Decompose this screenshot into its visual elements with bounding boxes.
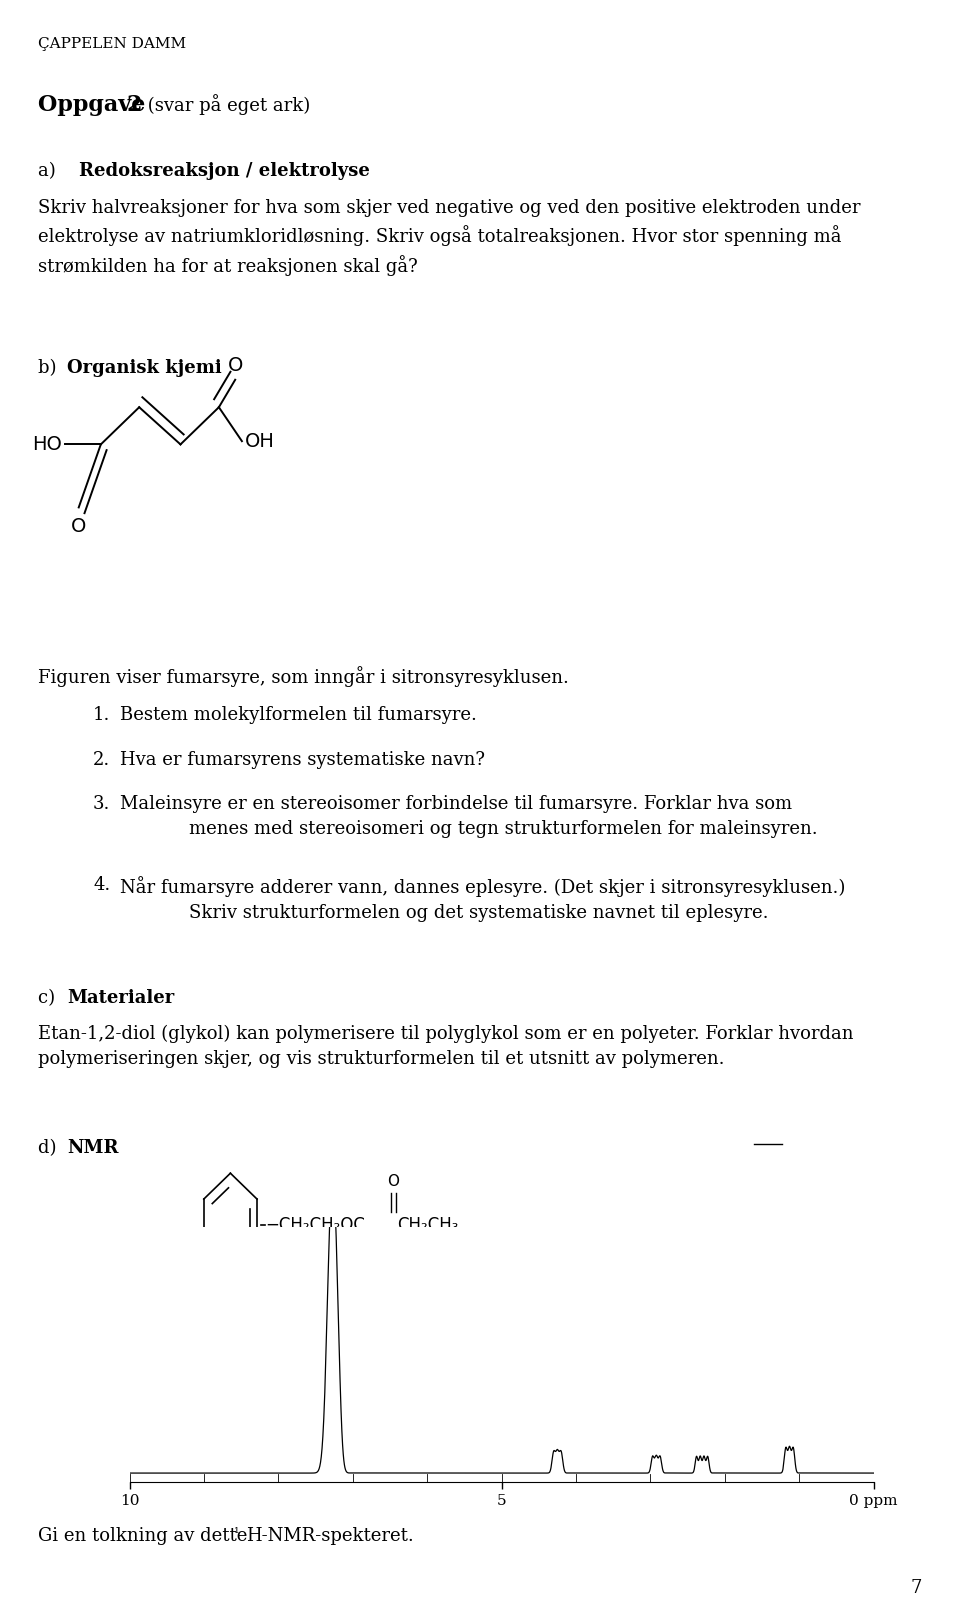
- Text: 2: 2: [127, 94, 142, 116]
- Text: Organisk kjemi: Organisk kjemi: [67, 359, 222, 377]
- Text: Bestem molekylformelen til fumarsyre.: Bestem molekylformelen til fumarsyre.: [120, 706, 477, 724]
- Text: 2.: 2.: [93, 751, 110, 769]
- Text: ¹: ¹: [234, 1527, 240, 1542]
- Text: Oppgave: Oppgave: [38, 94, 154, 116]
- Text: Skriv halvreaksjoner for hva som skjer ved negative og ved den positive elektrod: Skriv halvreaksjoner for hva som skjer v…: [38, 199, 861, 276]
- Text: 3.: 3.: [93, 795, 110, 813]
- Text: Figuren viser fumarsyre, som inngår i sitronsyresyklusen.: Figuren viser fumarsyre, som inngår i si…: [38, 666, 569, 687]
- Text: Gi en tolkning av dette: Gi en tolkning av dette: [38, 1527, 253, 1545]
- Text: Redoksreaksjon / elektrolyse: Redoksreaksjon / elektrolyse: [79, 162, 370, 179]
- Text: Hva er fumarsyrens systematiske navn?: Hva er fumarsyrens systematiske navn?: [120, 751, 485, 769]
- Text: Når fumarsyre adderer vann, dannes eplesyre. (Det skjer i sitronsyresyklusen.)
 : Når fumarsyre adderer vann, dannes eples…: [120, 876, 846, 921]
- Text: H-NMR-spekteret.: H-NMR-spekteret.: [246, 1527, 414, 1545]
- Text: CH₂CH₃: CH₂CH₃: [397, 1215, 459, 1235]
- Text: OH: OH: [245, 431, 275, 451]
- Text: Etan-1,2-diol (glykol) kan polymerisere til polyglykol som er en polyeter. Forkl: Etan-1,2-diol (glykol) kan polymerisere …: [38, 1025, 853, 1068]
- Text: O: O: [228, 356, 243, 375]
- Text: ÇAPPELEN DAMM: ÇAPPELEN DAMM: [38, 37, 186, 52]
- Text: Materialer: Materialer: [67, 989, 175, 1007]
- Text: c): c): [38, 989, 61, 1007]
- Text: (svar på eget ark): (svar på eget ark): [142, 94, 310, 115]
- Text: −CH₂CH₂OC: −CH₂CH₂OC: [265, 1215, 365, 1235]
- Text: d): d): [38, 1139, 62, 1157]
- Text: HO: HO: [33, 435, 62, 454]
- Text: O: O: [71, 517, 86, 537]
- Text: 1.: 1.: [93, 706, 110, 724]
- Text: a): a): [38, 162, 67, 179]
- Text: O: O: [387, 1175, 398, 1189]
- Text: b): b): [38, 359, 62, 377]
- Text: Maleinsyre er en stereoisomer forbindelse til fumarsyre. Forklar hva som
       : Maleinsyre er en stereoisomer forbindels…: [120, 795, 818, 839]
- Text: 7: 7: [910, 1579, 922, 1597]
- Text: NMR: NMR: [67, 1139, 119, 1157]
- Text: 4.: 4.: [93, 876, 110, 894]
